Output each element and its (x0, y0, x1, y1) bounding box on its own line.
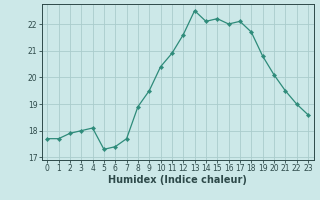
X-axis label: Humidex (Indice chaleur): Humidex (Indice chaleur) (108, 175, 247, 185)
